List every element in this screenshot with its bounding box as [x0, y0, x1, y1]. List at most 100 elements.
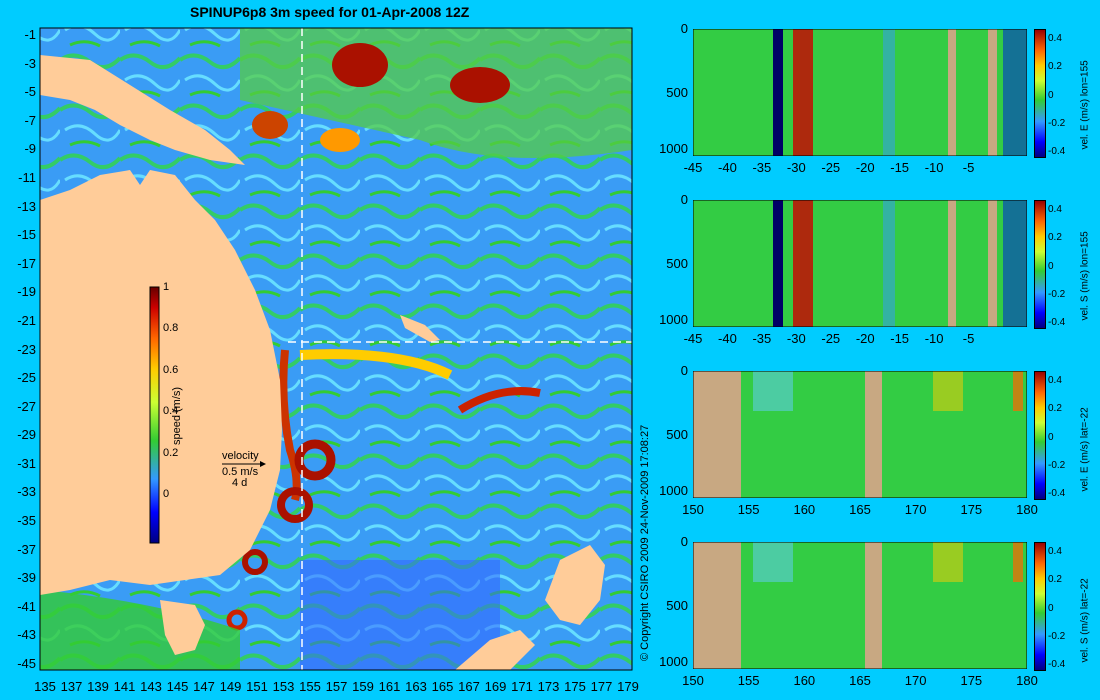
section-x-tick: -35: [752, 331, 772, 346]
section-label: vel. S (m/s) lon=155: [1079, 231, 1091, 321]
section-depth-tick: 1000: [659, 483, 688, 498]
lon-tick-label: 177: [590, 679, 613, 694]
section-panel: [693, 371, 1027, 498]
section-colorbar-tick: -0.4: [1048, 146, 1066, 157]
section-x-tick: 150: [682, 502, 704, 517]
section-colorbar-tick: 0.4: [1048, 33, 1062, 44]
section-depth-tick: 1000: [659, 141, 688, 156]
section-colorbar-tick: 0: [1048, 260, 1054, 272]
velocity-key-time: 4 d: [232, 477, 248, 489]
section-colorbar-tick: -0.4: [1048, 488, 1066, 499]
section-stripe: [753, 542, 793, 582]
velocity-key-speed: 0.5 m/s: [222, 466, 259, 478]
section-depth-tick: 0: [680, 534, 688, 549]
section-depth-tick: 500: [666, 85, 688, 100]
section-x-tick: -40: [718, 160, 737, 175]
colorbar-tick: 0.8: [163, 322, 179, 334]
section-x-tick: 165: [849, 673, 871, 688]
section-stripe: [1013, 371, 1023, 411]
section-x-tick: 175: [960, 673, 983, 688]
lat-tick-label: -3: [24, 55, 36, 71]
jet-stream: [299, 349, 453, 380]
section-x-tick: 165: [849, 502, 871, 517]
section-label: vel. E (m/s) lon=155: [1079, 60, 1091, 150]
lat-tick-label: -19: [17, 284, 36, 300]
section-colorbar: [1034, 200, 1046, 329]
lat-tick-label: -45: [17, 656, 36, 671]
section-colorbar-tick: -0.2: [1048, 117, 1066, 129]
section-stripe: [693, 542, 741, 669]
section-depth-tick: 500: [666, 256, 688, 271]
lat-tick-label: -27: [17, 398, 36, 414]
section-colorbar-tick: 0: [1048, 431, 1054, 443]
eddy: [320, 128, 360, 152]
lat-tick-label: -1: [24, 27, 36, 42]
arrow-head-icon: [260, 461, 266, 467]
section-colorbar: [1034, 371, 1046, 500]
lat-tick-label: -17: [17, 255, 36, 271]
section-stripe: [865, 542, 882, 669]
section-stripe: [793, 29, 813, 156]
lon-tick-label: 135: [34, 679, 56, 694]
section-colorbar-tick: 0.2: [1048, 232, 1062, 244]
section-colorbar-tick: -0.2: [1048, 630, 1066, 642]
section-x-tick: -30: [786, 160, 806, 175]
section-depth-tick: 0: [680, 21, 688, 36]
east-australian-current: [279, 349, 301, 501]
section-panel: [693, 542, 1027, 669]
lon-tick-label: 137: [60, 679, 83, 694]
lon-tick-label: 155: [299, 679, 321, 694]
lon-tick-label: 173: [537, 679, 560, 694]
land-australia: [40, 170, 282, 595]
lat-tick-label: -41: [17, 598, 36, 614]
lon-tick-label: 157: [325, 679, 348, 694]
section-stripe: [753, 371, 793, 411]
section-colorbar-tick: 0.4: [1048, 375, 1062, 386]
section-field: [693, 29, 1027, 156]
eddy: [277, 487, 313, 523]
lon-tick-label: 141: [113, 679, 136, 694]
section-stripe: [1003, 29, 1027, 156]
colorbar-tick: 1: [163, 281, 170, 293]
section-stripe: [773, 200, 783, 327]
section-colorbar-tick: 0.2: [1048, 61, 1062, 73]
section-colorbar-tick: 0: [1048, 602, 1054, 614]
section-x-tick: -35: [752, 160, 772, 175]
section-stripe: [933, 371, 963, 411]
colorbar-label: speed (m/s): [171, 386, 184, 446]
lat-tick-label: -9: [24, 141, 36, 157]
section-depth-tick: 0: [680, 363, 688, 378]
section-stripe: [988, 29, 997, 156]
slow-region: [300, 560, 500, 670]
section-x-tick: 180: [1016, 673, 1038, 688]
section-x-tick: 170: [904, 502, 927, 517]
section-x-tick: -15: [890, 160, 910, 175]
section-x-tick: -45: [683, 160, 703, 175]
eddy: [294, 439, 336, 481]
section-depth-tick: 1000: [659, 654, 688, 669]
section-x-tick: 155: [737, 673, 760, 688]
section-x-tick: -30: [786, 331, 806, 346]
section-x-tick: -5: [962, 331, 975, 346]
section-x-tick: 175: [960, 502, 983, 517]
section-x-tick: 150: [682, 673, 704, 688]
lon-tick-label: 151: [246, 679, 268, 694]
land-new-zealand: [545, 545, 605, 625]
section-colorbar-tick: 0: [1048, 89, 1054, 101]
section-stripe: [933, 542, 963, 582]
lon-tick-label: 165: [431, 679, 454, 694]
section-x-tick: 180: [1016, 502, 1038, 517]
section-colorbar-tick: 0.2: [1048, 403, 1062, 415]
section-depth-tick: 0: [680, 192, 688, 207]
section-depth-tick: 500: [666, 598, 688, 613]
lon-tick-label: 171: [511, 679, 533, 694]
section-depth-tick: 1000: [659, 312, 688, 327]
eddy: [332, 43, 388, 87]
section-x-tick: 155: [737, 502, 760, 517]
section-colorbar-tick: -0.4: [1048, 659, 1066, 670]
eddy: [226, 609, 248, 631]
section-stripe: [948, 29, 956, 156]
section-x-tick: -45: [683, 331, 703, 346]
section-colorbar: [1034, 542, 1046, 671]
eddy: [252, 111, 288, 139]
